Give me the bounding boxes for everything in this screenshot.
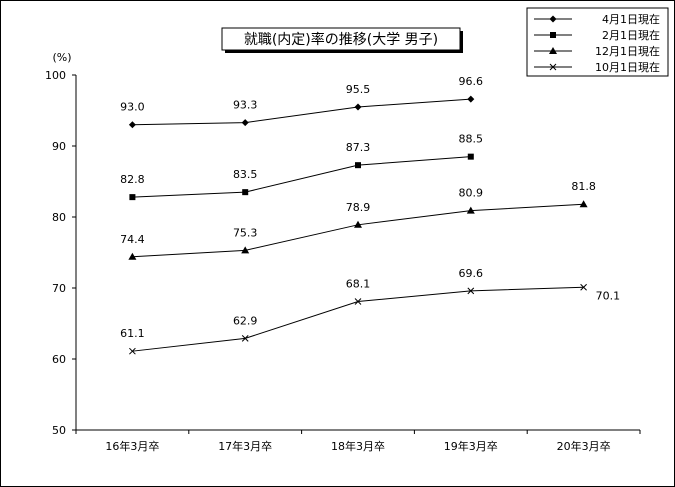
y-tick-label: 90: [52, 140, 66, 153]
data-label: 70.1: [596, 289, 621, 302]
data-label: 83.5: [233, 168, 258, 181]
title-box-shadow-right: [460, 31, 463, 53]
x-tick-label: 18年3月卒: [331, 439, 385, 453]
data-label: 74.4: [120, 233, 145, 246]
series-1: 93.0 93.3 95.5 96.6: [120, 75, 484, 129]
legend-label: 2月1日現在: [602, 29, 660, 42]
y-tick-label: 100: [45, 69, 66, 82]
series-layer: 93.0 93.3 95.5 96.6 82.8 83.5 87.3 88.5 74.4 75.3…: [120, 75, 621, 355]
data-label: 68.1: [346, 277, 371, 290]
x-tick-label: 20年3月卒: [557, 439, 611, 453]
data-point-marker: [128, 121, 136, 129]
y-tick-label: 70: [52, 282, 66, 295]
y-tick-label: 60: [52, 353, 66, 366]
x-tick-label: 16年3月卒: [105, 439, 159, 453]
data-label: 88.5: [459, 133, 484, 146]
data-point-marker: [355, 162, 361, 169]
data-point-marker: [354, 298, 362, 305]
x-marker-stroke: [467, 287, 475, 295]
series-3: 74.4 75.3 78.9 80.9 81.8: [120, 180, 596, 260]
legend-item-3: 12月1日現在: [534, 45, 660, 58]
series-line: [132, 98, 471, 126]
series-2: 82.8 83.5 87.3 88.5: [120, 133, 484, 201]
data-point-marker: [241, 335, 249, 342]
legend-item-1: 4月1日現在: [534, 13, 660, 26]
data-point-marker: [467, 153, 474, 160]
data-label: 82.8: [120, 173, 145, 186]
data-point-marker: [466, 206, 475, 214]
data-point-marker: [467, 95, 475, 103]
chart-title-group: 就職(内定)率の推移(大学 男子): [221, 27, 463, 53]
legend-label: 12月1日現在: [595, 45, 660, 58]
legend-marker: [549, 63, 557, 71]
data-point-marker: [354, 103, 362, 111]
legend-label: 10月1日現在: [595, 61, 660, 74]
data-label: 69.6: [459, 267, 484, 280]
data-label: 78.9: [346, 201, 371, 214]
x-marker-stroke: [241, 335, 249, 342]
data-label: 95.5: [346, 83, 371, 96]
y-axis-label: (%): [52, 51, 71, 64]
data-point-marker: [241, 246, 250, 254]
data-label: 75.3: [233, 226, 258, 239]
data-label: 81.8: [571, 180, 596, 193]
x-marker-stroke: [129, 347, 136, 355]
data-point-marker: [242, 189, 249, 196]
data-label: 80.9: [459, 187, 484, 200]
data-point-marker: [129, 347, 136, 355]
legend-item-2: 2月1日現在: [534, 29, 660, 42]
data-point-marker: [580, 283, 587, 291]
legend: 4月1日現在 2月1日現在 12月1日現在 10月1日現在: [526, 7, 669, 77]
x-marker-stroke: [580, 283, 587, 291]
data-label: 93.3: [233, 99, 258, 112]
legend-marker: [550, 32, 556, 38]
x-marker-stroke: [354, 298, 362, 305]
data-point-marker: [579, 200, 588, 208]
data-label: 87.3: [346, 141, 371, 154]
legend-item-4: 10月1日現在: [534, 61, 660, 74]
x-ticks: 16年3月卒 17年3月卒 18年3月卒 19年3月卒 20年3月卒: [75, 430, 641, 453]
x-marker-stroke: [549, 63, 557, 71]
legend-marker: [549, 47, 557, 54]
series-line: [132, 156, 471, 198]
data-point-marker: [241, 119, 249, 127]
legend-label: 4月1日現在: [602, 13, 660, 26]
data-label: 62.9: [233, 314, 258, 327]
y-tick-label: 50: [52, 424, 66, 437]
data-point-marker: [354, 220, 362, 228]
data-label: 93.0: [120, 101, 145, 114]
data-point-marker: [467, 287, 475, 295]
legend-marker: [549, 15, 557, 23]
series-4: 61.1 62.9 68.1 69.6 70.1: [120, 267, 621, 355]
x-tick-label: 17年3月卒: [218, 439, 272, 453]
data-label: 61.1: [120, 327, 145, 340]
legend-items: 4月1日現在 2月1日現在 12月1日現在 10月1日現在: [534, 13, 660, 74]
data-point-marker: [128, 252, 137, 260]
y-tick-label: 80: [52, 211, 66, 224]
chart-title: 就職(内定)率の推移(大学 男子): [244, 31, 438, 48]
data-label: 96.6: [459, 75, 484, 88]
y-ticks: 50 60 70 80 90 100: [45, 69, 76, 437]
x-tick-label: 19年3月卒: [444, 439, 498, 453]
title-box-shadow-bottom: [225, 50, 463, 53]
data-point-marker: [129, 194, 136, 201]
